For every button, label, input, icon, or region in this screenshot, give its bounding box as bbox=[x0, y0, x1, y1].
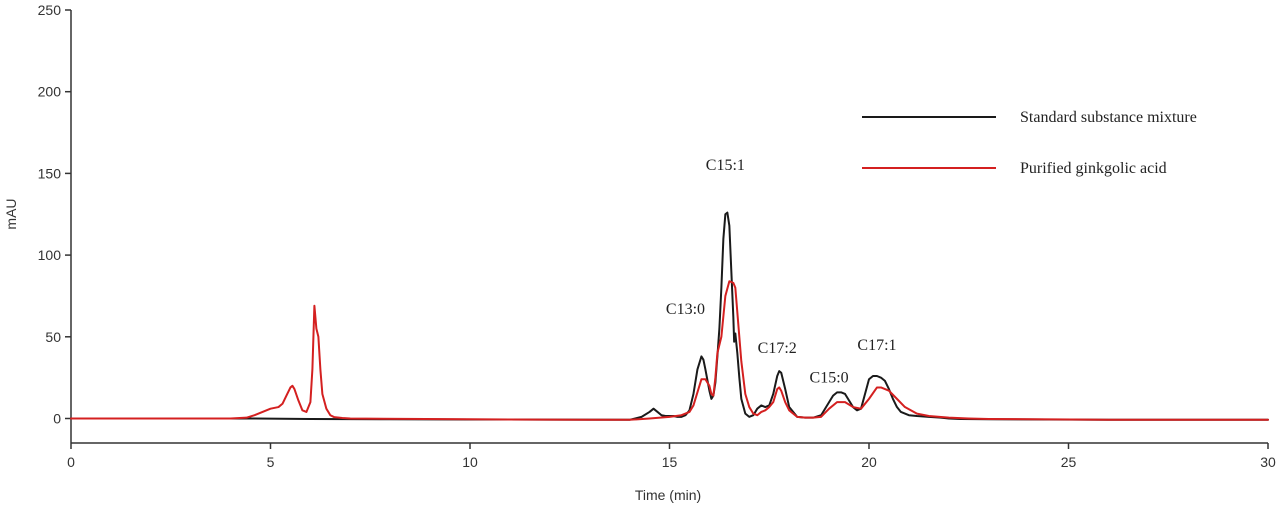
x-tick-label: 15 bbox=[662, 454, 678, 470]
x-tick-label: 0 bbox=[67, 454, 75, 470]
x-tick-label: 10 bbox=[462, 454, 478, 470]
axes: 0 50 100 150 200 250 0 5 10 15 20 25 30 bbox=[38, 2, 1276, 470]
y-tick-label: 200 bbox=[38, 84, 62, 100]
y-tick-label: 100 bbox=[38, 247, 62, 263]
peak-label: C15:0 bbox=[810, 370, 849, 387]
peak-label: C15:1 bbox=[706, 157, 745, 174]
series-group bbox=[70, 211, 1269, 421]
legend: Standard substance mixture Purified ginkg… bbox=[862, 109, 1197, 177]
y-tick-label: 0 bbox=[53, 410, 61, 426]
x-tick-label: 5 bbox=[267, 454, 275, 470]
peak-labels: C15:1 C13:0 C17:2 C15:0 C17:1 bbox=[666, 157, 897, 386]
legend-label: Purified ginkgolic acid bbox=[1020, 160, 1167, 177]
peak-label: C17:1 bbox=[857, 337, 896, 354]
peak-label: C17:2 bbox=[758, 340, 797, 357]
legend-label: Standard substance mixture bbox=[1020, 109, 1197, 126]
y-tick-label: 150 bbox=[38, 165, 62, 181]
peak-label: C13:0 bbox=[666, 301, 705, 318]
x-tick-label: 25 bbox=[1061, 454, 1077, 470]
y-tick-label: 50 bbox=[45, 329, 61, 345]
y-tick-label: 250 bbox=[38, 2, 62, 18]
x-axis-title: Time (min) bbox=[635, 487, 701, 503]
x-tick-label: 20 bbox=[861, 454, 877, 470]
series-line-purified-ginkgolic-acid bbox=[70, 280, 1269, 421]
y-axis-title: mAU bbox=[3, 198, 19, 229]
x-tick-label: 30 bbox=[1260, 454, 1276, 470]
